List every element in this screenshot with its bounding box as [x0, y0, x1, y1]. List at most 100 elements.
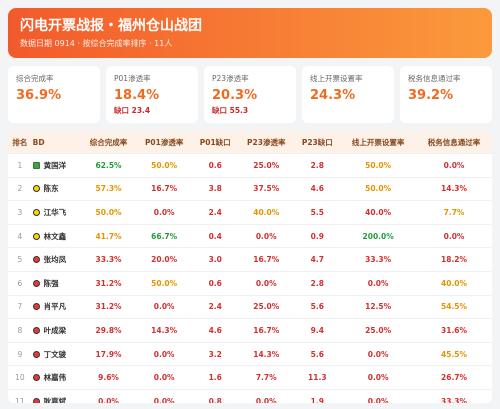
metric-cell: 0.0% — [416, 223, 492, 248]
metric-cell: 0.0% — [136, 294, 193, 319]
metric-cell: 0.8 — [192, 388, 239, 403]
metric-cell: 37.5% — [238, 176, 295, 201]
bd-cell: 叶成梁 — [31, 318, 82, 343]
table-row: 10 林嘉伟 9.6% 0.0% 1.6 7.7% 11.3 0.0% 26.7% — [8, 365, 492, 390]
metric-cell: 2.4 — [192, 294, 239, 319]
status-icon — [32, 326, 40, 334]
status-icon — [32, 208, 40, 216]
metric-cell: 54.5% — [416, 294, 492, 319]
kpi-value: 24.3% — [310, 88, 356, 103]
rank-cell: 9 — [8, 341, 32, 366]
metric-cell: 2.8 — [294, 153, 341, 178]
rank-cell: 10 — [8, 365, 32, 390]
metric-cell: 3.8 — [192, 176, 239, 201]
status-icon — [32, 161, 40, 169]
metric-cell: 29.8% — [81, 318, 137, 343]
rank-cell: 4 — [8, 223, 32, 248]
metric-cell: 25.0% — [340, 318, 417, 343]
kpi-card: 综合完成率 36.9% — [8, 66, 100, 123]
kpi-card: P01渗透率 18.4% 缺口 23.4 — [106, 66, 198, 123]
rank-cell: 6 — [8, 270, 32, 296]
metric-cell: 11.3 — [294, 365, 341, 390]
bd-name: 丁文骏 — [43, 349, 67, 359]
table-body: 1 黄国洋 62.5% 50.0% 0.6 25.0% 2.8 50.0% 0.0% 2 陈东 57.… — [8, 153, 492, 403]
status-icon — [32, 374, 40, 382]
metric-cell: 50.0% — [340, 153, 417, 178]
metric-cell: 17.9% — [81, 341, 137, 366]
metric-cell: 0.0% — [136, 341, 193, 366]
table-row: 2 陈东 57.3% 16.7% 3.8 37.5% 4.6 50.0% 14.3% — [8, 176, 492, 201]
metric-cell: 0.6 — [192, 270, 239, 296]
metric-cell: 0.0% — [340, 365, 417, 390]
metric-cell: 33.3% — [81, 247, 137, 272]
bd-name: 陈东 — [43, 184, 59, 194]
status-icon — [32, 256, 40, 264]
metric-cell: 26.7% — [416, 365, 492, 390]
metric-cell: 2.4 — [192, 200, 239, 225]
bd-cell: 林文鑫 — [31, 223, 82, 248]
bd-name: 叶成梁 — [43, 325, 67, 335]
column-header: 线上开票设置率 — [340, 131, 417, 154]
column-header: BD — [31, 131, 82, 154]
metric-cell: 40.0% — [416, 270, 492, 296]
column-header: 税务信息通过率 — [416, 131, 492, 154]
metric-cell: 40.0% — [340, 200, 417, 225]
status-icon — [32, 350, 40, 358]
bd-cell: 陈强 — [31, 270, 82, 296]
metric-cell: 0.0% — [238, 223, 295, 248]
bd-cell: 耿嘉斌 — [31, 388, 82, 403]
metric-cell: 0.6 — [192, 153, 239, 178]
metric-cell: 7.7% — [238, 365, 295, 390]
title: 闪电开票战报・福州仓山战团 — [20, 18, 202, 34]
metric-cell: 50.0% — [136, 270, 193, 296]
bd-name: 陈强 — [43, 278, 59, 288]
metric-cell: 0.9 — [294, 223, 341, 248]
column-header: 排名 — [8, 131, 32, 154]
column-header: P01缺口 — [192, 131, 239, 154]
metric-cell: 31.2% — [81, 294, 137, 319]
table-row: 4 林文鑫 41.7% 66.7% 0.4 0.0% 0.9 200.0% 0.0% — [8, 223, 492, 248]
status-icon — [32, 232, 40, 240]
bd-name: 林文鑫 — [43, 231, 67, 241]
bd-name: 林嘉伟 — [43, 373, 67, 383]
kpi-card: 税务信息通过率 39.2% — [400, 66, 492, 123]
kpi-row: 综合完成率 36.9% P01渗透率 18.4% 缺口 23.4 P23渗透率 20.3% 缺… — [8, 66, 492, 123]
metric-cell: 66.7% — [136, 223, 193, 248]
ranking-table: 排名 BD 综合完成率 P01渗透率 P01缺口 P23渗透率 P23缺口 线上开票设置率 税务… — [8, 131, 492, 403]
rank-cell: 1 — [8, 153, 32, 178]
bd-cell: 肖平凡 — [31, 294, 82, 319]
metric-cell: 0.0% — [340, 388, 417, 403]
metric-cell: 3.2 — [192, 341, 239, 366]
metric-cell: 0.0% — [136, 388, 193, 403]
metric-cell: 16.7% — [238, 318, 295, 343]
rank-cell: 5 — [8, 247, 32, 272]
kpi-label: P01渗透率 — [114, 74, 151, 83]
metric-cell: 0.0% — [340, 270, 417, 296]
bd-name: 耿嘉斌 — [43, 396, 67, 403]
bd-name: 黄国洋 — [43, 160, 67, 170]
bd-cell: 黄国洋 — [31, 153, 82, 178]
metric-cell: 4.6 — [294, 176, 341, 201]
metric-cell: 1.9 — [294, 388, 341, 403]
table-row: 1 黄国洋 62.5% 50.0% 0.6 25.0% 2.8 50.0% 0.0% — [8, 153, 492, 178]
table-row: 8 叶成梁 29.8% 14.3% 4.6 16.7% 9.4 25.0% 31.6% — [8, 318, 492, 343]
kpi-value: 20.3% — [212, 88, 258, 103]
metric-cell: 62.5% — [81, 153, 137, 178]
rank-cell: 8 — [8, 318, 32, 343]
column-header: P01渗透率 — [136, 131, 193, 154]
rank-cell: 2 — [8, 176, 32, 201]
table-row: 3 江华飞 50.0% 0.0% 2.4 40.0% 5.5 40.0% 7.7% — [8, 200, 492, 225]
kpi-gap: 缺口 55.3 — [212, 106, 249, 115]
column-header: P23渗透率 — [238, 131, 295, 154]
metric-cell: 3.0 — [192, 247, 239, 272]
bd-cell: 江华飞 — [31, 200, 82, 225]
rank-cell: 11 — [8, 388, 32, 403]
status-icon — [32, 397, 40, 403]
metric-cell: 0.0% — [340, 341, 417, 366]
metric-cell: 14.3% — [136, 318, 193, 343]
bd-cell: 张均凤 — [31, 247, 82, 272]
kpi-value: 36.9% — [16, 88, 62, 103]
metric-cell: 25.0% — [238, 153, 295, 178]
column-header: 综合完成率 — [81, 131, 137, 154]
